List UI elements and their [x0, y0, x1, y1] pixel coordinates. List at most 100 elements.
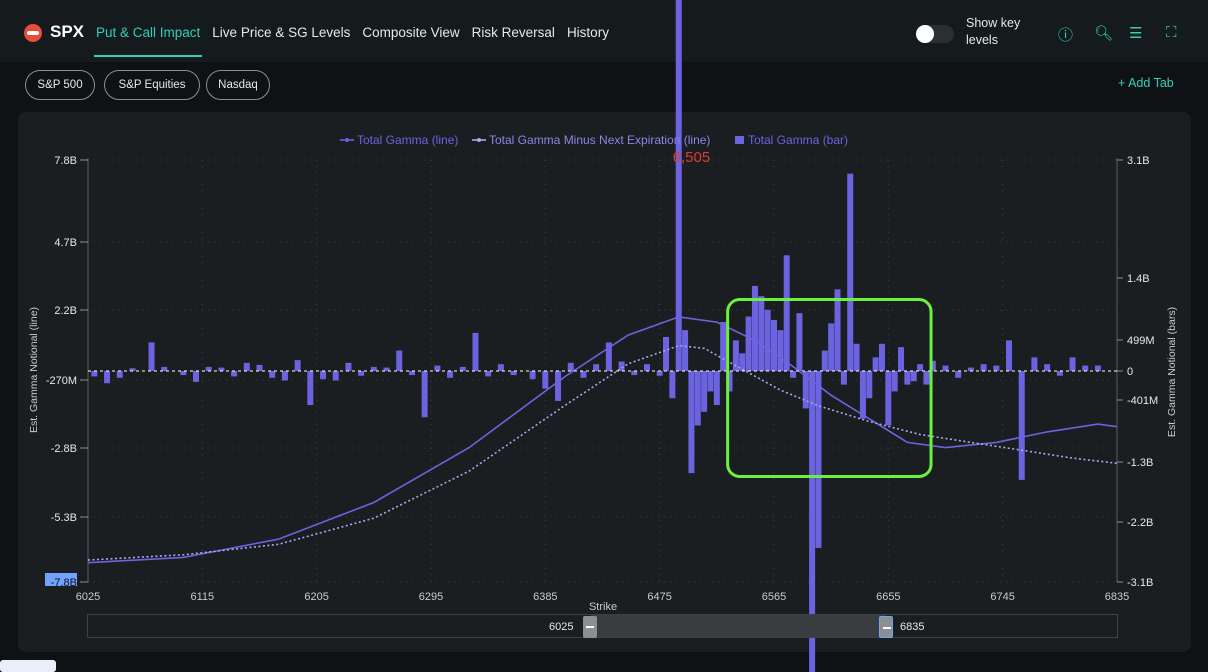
- gamma-bar: [847, 173, 854, 371]
- pill-sp500[interactable]: S&P 500: [25, 70, 95, 100]
- left-tick-label: -5.3B: [51, 512, 77, 524]
- right-tick-label: -3.1B: [1127, 577, 1153, 589]
- gamma-bar: [790, 371, 797, 378]
- tab-live-price[interactable]: Live Price & SG Levels: [212, 25, 351, 40]
- pill-nasdaq[interactable]: Nasdaq: [206, 70, 270, 100]
- gamma-bar: [758, 296, 765, 371]
- x-tick-label: 6205: [304, 591, 328, 603]
- gamma-bar: [663, 336, 670, 371]
- gamma-bar: [929, 360, 936, 371]
- add-tab-button[interactable]: + Add Tab: [1118, 76, 1174, 90]
- gamma-bar: [707, 371, 714, 392]
- gamma-bar: [834, 289, 841, 371]
- legend-dot: [345, 138, 349, 142]
- tab-history[interactable]: History: [566, 25, 609, 40]
- gamma-bar: [605, 342, 612, 371]
- key-levels-label: Show key levels: [966, 16, 1021, 47]
- left-tick-highlight: [45, 573, 77, 586]
- gamma-bar: [891, 371, 898, 392]
- tab-risk-reversal[interactable]: Risk Reversal: [471, 25, 555, 40]
- range-selection[interactable]: [591, 615, 886, 637]
- gamma-bar: [809, 371, 816, 672]
- gamma-bar: [751, 285, 758, 371]
- gamma-bar: [967, 367, 974, 371]
- x-axis-label: Strike: [589, 601, 617, 613]
- gamma-bar: [1044, 364, 1051, 371]
- range-start-label: 6025: [549, 621, 574, 633]
- gamma-bar: [472, 332, 479, 371]
- gamma-bar: [771, 319, 777, 371]
- gamma-bar: [980, 364, 987, 371]
- x-tick-label: 6025: [76, 591, 100, 603]
- gamma-bar: [370, 366, 377, 371]
- left-tick-label: -7.8B: [51, 577, 77, 589]
- gamma-bar: [878, 343, 885, 371]
- toggle-knob: [916, 25, 934, 43]
- range-handle-left[interactable]: [583, 616, 597, 638]
- right-tick-label: 499M: [1127, 335, 1155, 347]
- total-gamma-minus-next-line: [87, 344, 1118, 561]
- gamma-bar: [675, 0, 682, 372]
- gamma-bar: [497, 364, 504, 371]
- pill-sp-equities[interactable]: S&P Equities: [104, 70, 200, 100]
- search-icon[interactable]: 🔍︎: [1094, 25, 1114, 42]
- gamma-bar: [542, 371, 549, 389]
- gamma-bar: [745, 316, 752, 371]
- gamma-bar: [669, 371, 676, 399]
- range-handle-right[interactable]: [879, 616, 893, 638]
- gamma-bar: [1094, 365, 1101, 371]
- settings-sliders-icon[interactable]: ☰: [1129, 25, 1143, 42]
- gamma-bar: [796, 313, 803, 371]
- gamma-bar: [161, 366, 168, 371]
- gamma-bar: [358, 371, 365, 376]
- gamma-bar: [180, 371, 187, 376]
- key-levels-toggle[interactable]: [916, 25, 954, 43]
- legend-total-gamma-line[interactable]: Total Gamma (line): [357, 133, 458, 147]
- gamma-bar: [885, 371, 892, 426]
- gamma-bar: [91, 371, 98, 377]
- gamma-bar: [777, 330, 784, 371]
- gamma-bar: [1056, 371, 1063, 376]
- legend-minus-next-line[interactable]: Total Gamma Minus Next Expiration (line): [489, 133, 710, 147]
- gamma-bar: [923, 371, 930, 385]
- x-tick-label: 6835: [1105, 591, 1129, 603]
- x-tick-label: 6115: [191, 591, 215, 603]
- gamma-bar: [294, 360, 301, 371]
- x-tick-label: 6745: [990, 591, 1014, 603]
- gamma-bar: [618, 361, 625, 371]
- gamma-bar: [783, 255, 790, 371]
- gamma-bar: [555, 371, 562, 401]
- tab-composite-view[interactable]: Composite View: [362, 25, 460, 40]
- gamma-bar: [281, 371, 288, 381]
- right-tick-label: -2.2B: [1127, 517, 1153, 529]
- gamma-bar: [421, 371, 428, 418]
- legend-total-gamma-bar[interactable]: Total Gamma (bar): [748, 133, 848, 147]
- fullscreen-icon[interactable]: ⛶: [1166, 24, 1177, 41]
- right-tick-label: 1.4B: [1127, 273, 1150, 285]
- gamma-bar: [955, 371, 962, 378]
- left-tick-label: 4.7B: [54, 237, 77, 249]
- gamma-bar: [1018, 371, 1025, 480]
- gamma-bar: [243, 362, 250, 371]
- gamma-bar: [732, 340, 739, 371]
- legend-dot-2: [477, 138, 481, 142]
- gamma-bar: [459, 366, 466, 371]
- gamma-bar: [840, 371, 847, 385]
- gamma-bar: [898, 347, 905, 371]
- chart-panel: [18, 112, 1191, 652]
- info-icon[interactable]: ⓘ: [1058, 27, 1074, 44]
- range-slider[interactable]: [87, 614, 1118, 638]
- gamma-bar: [720, 321, 727, 371]
- top-bar: SPX Put & Call Impact Live Price & SG Le…: [0, 0, 1208, 62]
- gamma-bar: [656, 371, 663, 376]
- gamma-bar: [580, 371, 587, 378]
- x-axis-ticks: 6025 6115 6205 6295 6385 6475 6565 6655 6745 6835: [76, 591, 1129, 603]
- right-axis-label: Est. Gamma Notional (bars): [1166, 307, 1178, 437]
- tab-put-call-impact[interactable]: Put & Call Impact: [93, 25, 203, 57]
- gamma-bar: [485, 371, 492, 377]
- gamma-bar: [307, 371, 314, 406]
- gamma-bar: [828, 323, 835, 371]
- gamma-bar: [320, 371, 327, 380]
- gamma-bar: [396, 350, 403, 371]
- gamma-bar: [408, 371, 415, 376]
